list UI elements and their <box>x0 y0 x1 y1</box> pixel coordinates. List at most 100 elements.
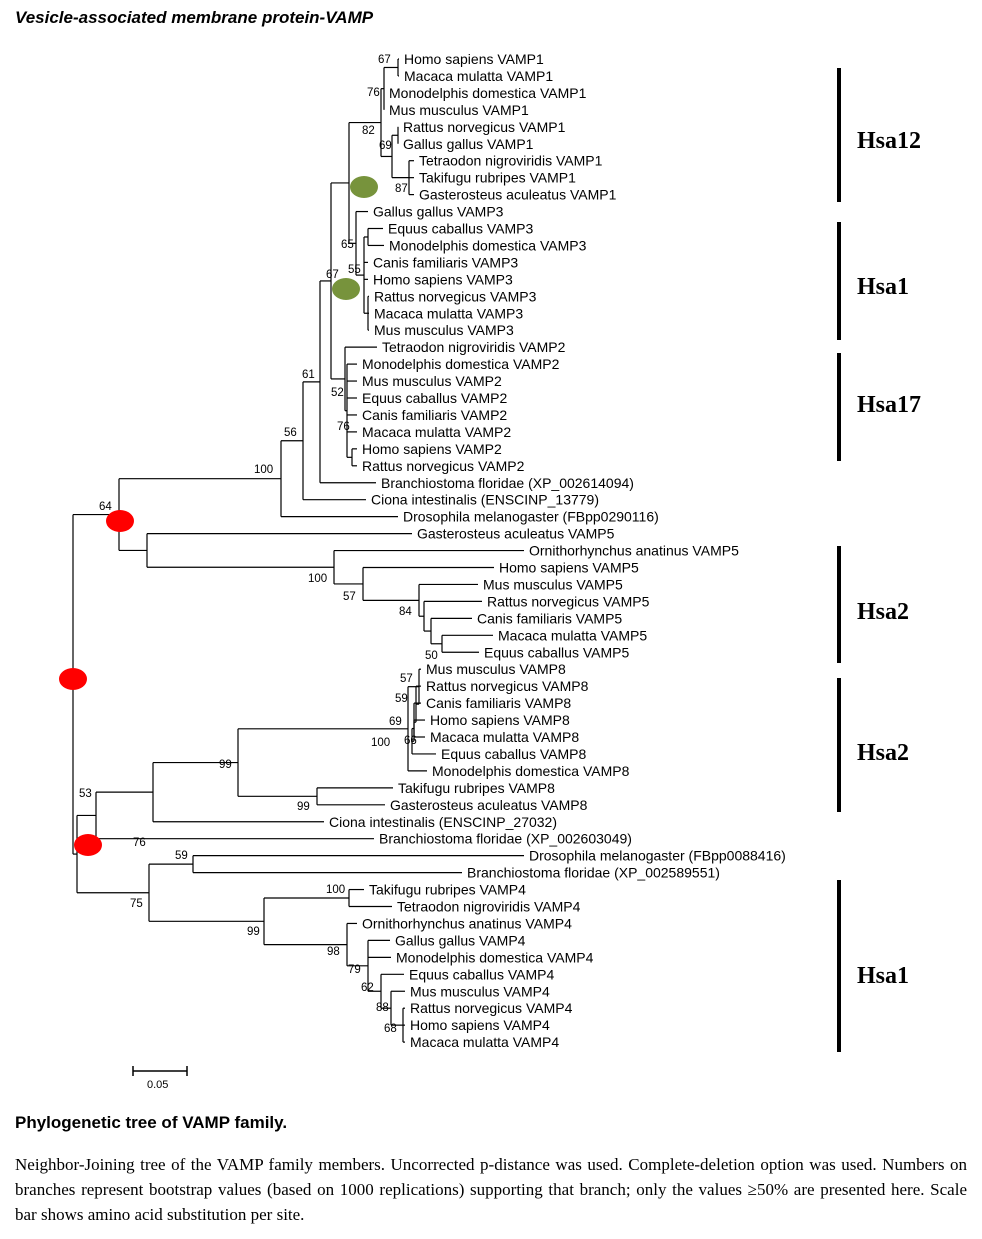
leaf-label: Branchiostoma floridae (XP_002589551) <box>467 865 720 881</box>
leaf-label: Canis familiaris VAMP2 <box>362 407 507 423</box>
leaf-label: Monodelphis domestica VAMP2 <box>362 356 560 372</box>
bootstrap-value: 100 <box>326 884 345 896</box>
bootstrap-value: 64 <box>99 501 112 513</box>
leaf-label: Equus caballus VAMP2 <box>362 390 507 406</box>
leaf-label: Monodelphis domestica VAMP3 <box>389 237 587 253</box>
leaf-label: Rattus norvegicus VAMP8 <box>426 678 589 694</box>
bootstrap-value: 100 <box>308 573 327 585</box>
clade-label: Hsa17 <box>857 392 921 418</box>
bootstrap-value: 88 <box>376 1002 389 1014</box>
bootstrap-value: 99 <box>247 926 260 938</box>
bootstrap-value: 98 <box>327 946 340 958</box>
clade-label: Hsa1 <box>857 963 909 989</box>
leaf-label: Drosophila melanogaster (FBpp0088416) <box>529 848 786 864</box>
scale-bar-label: 0.05 <box>147 1079 168 1091</box>
bootstrap-value: 66 <box>404 735 417 747</box>
leaf-label: Takifugu rubripes VAMP8 <box>398 780 555 796</box>
leaf-label: Gallus gallus VAMP1 <box>403 136 534 152</box>
leaf-label: Gasterosteus aculeatus VAMP8 <box>390 797 588 813</box>
leaf-label: Canis familiaris VAMP3 <box>373 254 518 270</box>
clade-label: Hsa2 <box>857 599 909 625</box>
clade-label: Hsa12 <box>857 128 921 154</box>
leaf-label: Gallus gallus VAMP4 <box>395 932 526 948</box>
bootstrap-value: 53 <box>79 788 92 800</box>
leaf-label: Tetraodon nigroviridis VAMP2 <box>382 339 566 355</box>
bootstrap-value: 87 <box>395 183 408 195</box>
bootstrap-value: 56 <box>284 427 297 439</box>
clade-bars: Hsa12 Hsa1 Hsa17 Hsa2 Hsa2 Hsa1 <box>837 68 921 1052</box>
leaf-label: Homo sapiens VAMP3 <box>373 271 513 287</box>
bootstrap-value: 57 <box>400 673 413 685</box>
leaf-label: Branchiostoma floridae (XP_002614094) <box>381 475 634 491</box>
bootstrap-value: 82 <box>362 125 375 137</box>
bootstrap-value: 59 <box>175 850 188 862</box>
leaf-label: Equus caballus VAMP8 <box>441 746 586 762</box>
leaf-label: Macaca mulatta VAMP5 <box>498 627 647 643</box>
leaf-label: Branchiostoma floridae (XP_002603049) <box>379 831 632 847</box>
clade-label: Hsa2 <box>857 740 909 766</box>
figure-title: Vesicle-associated membrane protein-VAMP <box>15 8 374 27</box>
bootstrap-value: 99 <box>219 759 232 771</box>
leaf-label: Macaca mulatta VAMP8 <box>430 729 579 745</box>
leaf-label: Takifugu rubripes VAMP4 <box>369 882 526 898</box>
caption-title: Phylogenetic tree of VAMP family. <box>15 1113 288 1132</box>
leaf-label: Ornithorhynchus anatinus VAMP4 <box>362 915 572 931</box>
leaf-label: Homo sapiens VAMP8 <box>430 712 570 728</box>
bootstrap-value: 75 <box>130 898 143 910</box>
bootstrap-value: 84 <box>399 606 412 618</box>
bootstrap-labels: 67 76 82 69 87 65 55 67 61 52 76 56 100 64 100 57 84 50 57… <box>79 54 438 1035</box>
leaf-label: Rattus norvegicus VAMP5 <box>487 593 650 609</box>
leaf-label: Tetraodon nigroviridis VAMP1 <box>419 153 603 169</box>
leaf-label: Tetraodon nigroviridis VAMP4 <box>397 899 581 915</box>
leaf-label: Homo sapiens VAMP2 <box>362 441 502 457</box>
leaf-label: Mus musculus VAMP1 <box>389 102 529 118</box>
leaf-label: Homo sapiens VAMP4 <box>410 1017 550 1033</box>
leaf-label: Monodelphis domestica VAMP1 <box>389 85 587 101</box>
leaf-label: Gallus gallus VAMP3 <box>373 204 504 220</box>
red-node-marker <box>106 510 134 532</box>
bootstrap-value: 68 <box>384 1023 397 1035</box>
scale-bar: 0.05 <box>132 1066 188 1091</box>
leaf-label: Canis familiaris VAMP8 <box>426 695 571 711</box>
leaf-label: Monodelphis domestica VAMP8 <box>432 763 630 779</box>
green-node-marker <box>350 176 378 198</box>
leaf-label: Mus musculus VAMP8 <box>426 661 566 677</box>
leaf-label: Gasterosteus aculeatus VAMP5 <box>417 526 615 542</box>
clade-label: Hsa1 <box>857 274 909 300</box>
red-node-marker <box>59 668 87 690</box>
bootstrap-value: 55 <box>348 264 361 276</box>
leaf-label: Rattus norvegicus VAMP1 <box>403 119 566 135</box>
leaf-label: Rattus norvegicus VAMP4 <box>410 1000 573 1016</box>
leaf-label: Takifugu rubripes VAMP1 <box>419 170 576 186</box>
leaf-label: Rattus norvegicus VAMP2 <box>362 458 525 474</box>
bootstrap-value: 76 <box>133 837 146 849</box>
bootstrap-value: 67 <box>378 54 391 66</box>
bootstrap-value: 61 <box>302 369 315 381</box>
leaf-label: Equus caballus VAMP4 <box>409 966 554 982</box>
bootstrap-value: 50 <box>425 650 438 662</box>
bootstrap-value: 99 <box>297 801 310 813</box>
leaf-label: Macaca mulatta VAMP4 <box>410 1034 559 1050</box>
leaf-label: Rattus norvegicus VAMP3 <box>374 288 537 304</box>
bootstrap-value: 57 <box>343 591 356 603</box>
bootstrap-value: 100 <box>254 464 273 476</box>
bootstrap-value: 65 <box>341 239 354 251</box>
leaf-label: Ornithorhynchus anatinus VAMP5 <box>529 543 739 559</box>
leaf-label: Gasterosteus aculeatus VAMP1 <box>419 187 617 203</box>
leaf-label: Equus caballus VAMP3 <box>388 221 533 237</box>
node-markers <box>59 176 378 856</box>
leaf-label: Mus musculus VAMP3 <box>374 322 514 338</box>
leaf-label: Ciona intestinalis (ENSCINP_13779) <box>371 492 599 508</box>
leaf-label: Macaca mulatta VAMP3 <box>374 305 523 321</box>
leaf-label: Mus musculus VAMP2 <box>362 373 502 389</box>
bootstrap-value: 79 <box>348 964 361 976</box>
leaf-label: Macaca mulatta VAMP1 <box>404 68 553 84</box>
bootstrap-value: 69 <box>389 716 402 728</box>
bootstrap-value: 76 <box>337 421 350 433</box>
bootstrap-value: 67 <box>326 269 339 281</box>
leaf-label: Equus caballus VAMP5 <box>484 644 629 660</box>
bootstrap-value: 100 <box>371 737 390 749</box>
leaf-label: Mus musculus VAMP4 <box>410 983 550 999</box>
